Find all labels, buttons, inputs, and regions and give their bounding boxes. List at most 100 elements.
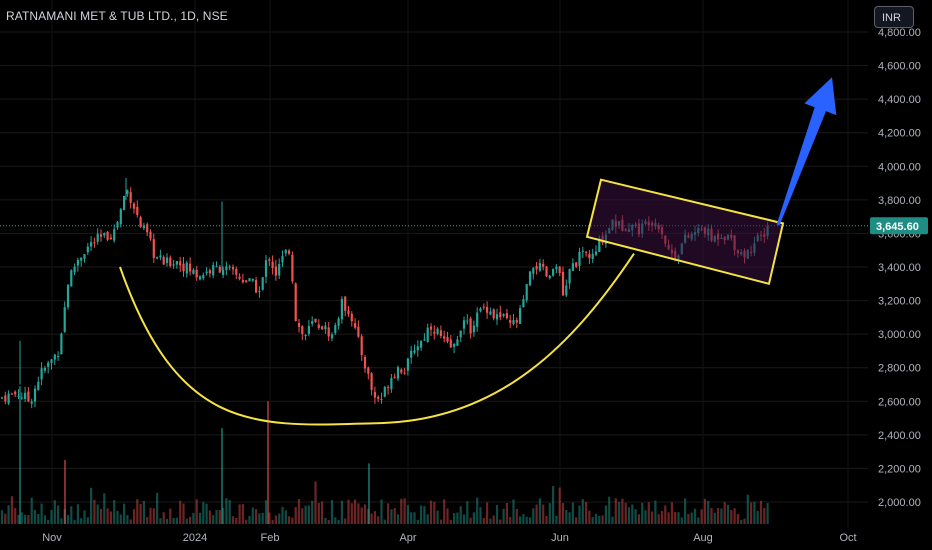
volume-bar	[113, 500, 116, 524]
candle-body	[387, 387, 390, 389]
volume-bar	[189, 516, 192, 524]
volume-bar	[736, 513, 739, 524]
candle-body	[255, 280, 258, 293]
volume-bar	[604, 505, 607, 524]
volume-bar	[509, 517, 512, 524]
volume-bar	[561, 503, 565, 524]
candle-body	[33, 388, 37, 402]
candle-body	[212, 265, 215, 276]
volume-bar	[693, 508, 697, 524]
volume-bar	[317, 502, 320, 524]
candle-body	[479, 308, 482, 312]
candle-body	[179, 261, 182, 266]
candle-body	[271, 261, 274, 269]
candle-body	[225, 266, 228, 271]
candle-body	[416, 346, 419, 351]
candle-body	[7, 393, 10, 404]
candle-body	[241, 280, 244, 283]
candle-body	[598, 238, 601, 252]
candle-body	[90, 242, 93, 247]
candle-body	[446, 337, 449, 342]
volume-bar	[608, 496, 611, 524]
currency-selector[interactable]: INR	[874, 6, 914, 28]
volume-bar	[674, 512, 677, 524]
volume-bar	[495, 505, 499, 524]
volume-bar	[756, 510, 759, 524]
y-tick-label: 3,400.00	[878, 262, 921, 274]
volume-bar	[274, 515, 277, 524]
volume-bar	[96, 504, 99, 524]
volume-bar	[611, 516, 614, 524]
candle-body	[175, 261, 178, 265]
volume-bar	[90, 487, 93, 524]
candle-body	[515, 319, 518, 323]
candle-body	[565, 285, 568, 296]
volume-bar	[453, 513, 456, 524]
candle-body	[251, 278, 254, 281]
volume-bars	[0, 386, 769, 524]
volume-bar	[443, 499, 446, 524]
candle-body	[433, 331, 436, 334]
candle-body	[47, 362, 50, 367]
candle-body	[545, 266, 548, 277]
volume-bar	[360, 507, 363, 524]
volume-bar	[24, 514, 27, 524]
candle-body	[571, 263, 574, 271]
candle-body	[10, 393, 13, 395]
candle-body	[162, 256, 165, 265]
volume-bar	[750, 502, 753, 524]
volume-bar	[472, 512, 475, 524]
candle-body	[512, 320, 515, 325]
candle-body	[0, 397, 4, 399]
volume-bar	[759, 500, 763, 524]
y-tick-label: 3,000.00	[878, 329, 921, 341]
volume-bar	[179, 500, 182, 524]
volume-bar	[710, 507, 713, 524]
candle-body	[548, 275, 551, 279]
volume-bar	[670, 502, 673, 524]
volume-bar	[123, 503, 126, 524]
volume-bar	[502, 508, 505, 524]
candle-body	[182, 263, 185, 272]
candle-body	[413, 350, 416, 353]
volume-bar	[575, 517, 578, 524]
y-tick-label: 4,000.00	[878, 161, 921, 173]
volume-bar	[291, 517, 294, 524]
candle-body	[486, 306, 489, 313]
candle-body	[489, 311, 492, 315]
volume-bar	[420, 505, 423, 524]
volume-bar	[288, 516, 291, 524]
volume-bar	[57, 505, 60, 524]
volume-bar	[344, 518, 347, 524]
volume-bar	[66, 514, 70, 524]
volume-bar	[156, 492, 159, 524]
candle-body	[245, 280, 248, 283]
volume-bar	[172, 517, 175, 524]
volume-bar	[446, 508, 449, 524]
candle-body	[383, 386, 386, 397]
candle-body	[482, 306, 485, 308]
volume-bar	[377, 516, 380, 524]
volume-bar	[697, 517, 700, 524]
volume-bar	[47, 519, 50, 524]
x-tick-label: Feb	[261, 532, 280, 544]
y-tick-label: 4,600.00	[878, 61, 921, 73]
volume-bar	[10, 496, 13, 524]
candle-body	[20, 397, 23, 399]
candle-body	[129, 192, 132, 203]
volume-bar	[499, 519, 502, 524]
volume-bar	[720, 508, 723, 524]
volume-bar	[416, 519, 419, 524]
candle-body	[291, 254, 294, 282]
volume-bar	[152, 508, 155, 524]
volume-bar	[350, 503, 353, 524]
y-tick-label: 3,200.00	[878, 296, 921, 308]
candle-body	[73, 266, 76, 273]
volume-bar	[703, 498, 706, 524]
candle-body	[37, 381, 40, 390]
candle-body	[231, 267, 235, 270]
volume-bar	[50, 509, 53, 524]
candle-body	[106, 231, 109, 240]
candle-body	[578, 251, 581, 266]
